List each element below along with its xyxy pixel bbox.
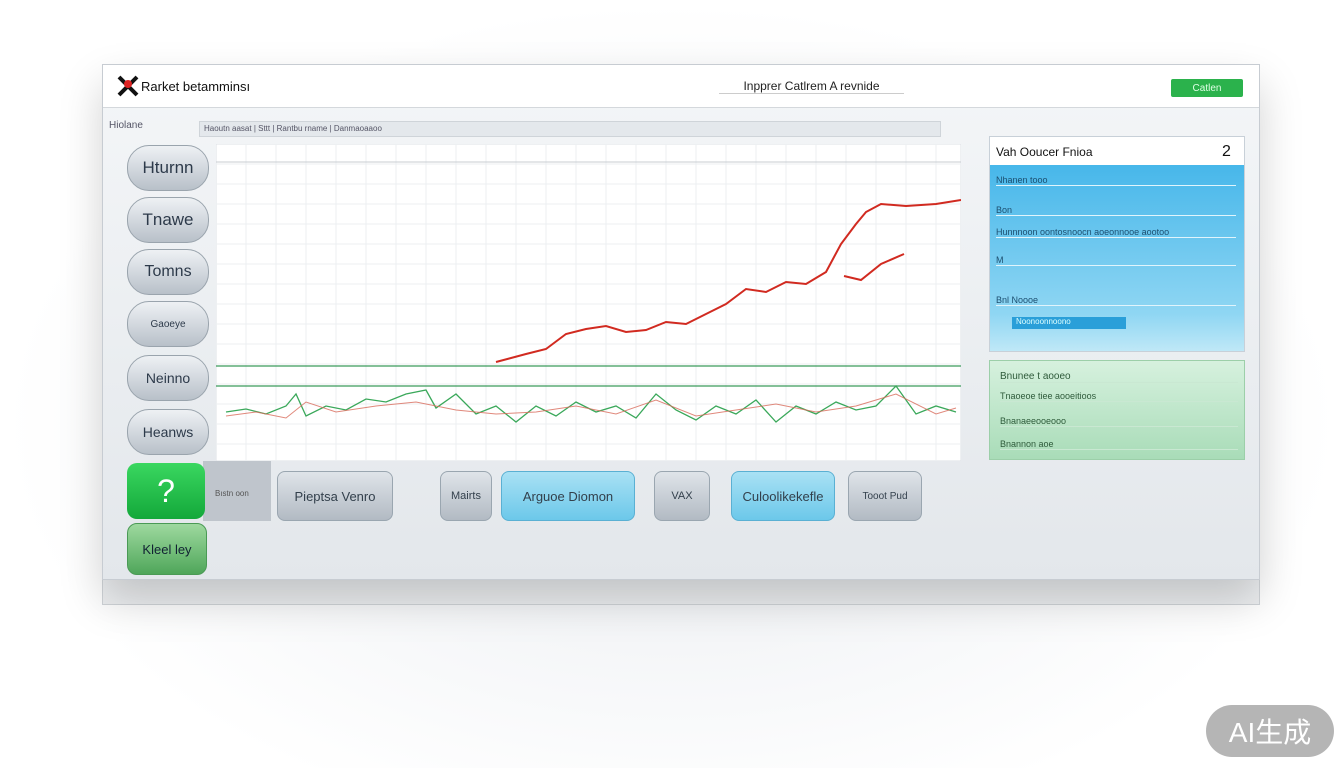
panel-title: Vah Ooucer Fnioa (996, 145, 1093, 159)
footer-button[interactable]: Kleel ley (127, 523, 207, 575)
panel-row: Noonoonnoono (1012, 317, 1126, 329)
sidebar-button[interactable]: Hturnn (127, 145, 209, 191)
bottom-button[interactable]: Tooot Pud (848, 471, 922, 521)
center-title: Inpprer Catlrem A revnide (719, 79, 904, 94)
sidebar-button[interactable]: Neinno (127, 355, 209, 401)
green-row: Bnanaeeooeooo (1000, 416, 1238, 427)
panel-row: M (996, 255, 1236, 266)
header: Rarket betamminsı Inpprer Catlrem A revn… (103, 65, 1259, 108)
bottom-button[interactable]: Pieptsa Venro (277, 471, 393, 521)
side-panel: Vah Ooucer Fnioa 2 Nhanen tooo Bon Hunnn… (989, 136, 1245, 352)
sidebar-button[interactable]: Tnawe (127, 197, 209, 243)
panel-row: Bon (996, 205, 1236, 216)
chart (216, 144, 961, 461)
sidebar-button[interactable]: Gaoeye (127, 301, 209, 347)
bottom-button[interactable]: Culoolikekefle (731, 471, 835, 521)
sidebar-button[interactable]: Heanws (127, 409, 209, 455)
help-caption: Bıstn oon (203, 461, 271, 521)
watermark: AI生成 (1206, 705, 1334, 757)
action-button[interactable]: Catlen (1171, 79, 1243, 97)
toolbar-label: Hiolane (109, 120, 143, 131)
panel-row: Bnl Noooe (996, 295, 1236, 306)
app-title: Rarket betamminsı (141, 79, 251, 94)
help-button[interactable]: ? (127, 463, 205, 519)
bottom-button[interactable]: Mairts (440, 471, 492, 521)
breadcrumb: Haoutn aasat | Sttt | Rantbu rname | Dan… (199, 121, 941, 137)
status-strip (102, 579, 1260, 605)
green-panel: Bnunee t aooeo Tnaoeoe tiee aooeitioos B… (989, 360, 1245, 460)
sidebar-button[interactable]: Tomns (127, 249, 209, 295)
panel-row: Hunnnoon oontosnoocn aoeonnooe aootoo (996, 227, 1236, 238)
panel-row: Nhanen tooo (996, 175, 1236, 186)
green-title: Bnunee t aooeo (1000, 371, 1238, 383)
green-row: Bnannon aoe (1000, 439, 1238, 450)
logo (117, 75, 139, 97)
app-window: Rarket betamminsı Inpprer Catlrem A revn… (102, 64, 1260, 580)
panel-badge: 2 (1222, 143, 1231, 160)
panel-body: Nhanen tooo Bon Hunnnoon oontosnoocn aoe… (990, 165, 1244, 351)
bottom-button[interactable]: Arguoe Diomon (501, 471, 635, 521)
green-row: Tnaoeoe tiee aooeitioos (1000, 391, 1238, 402)
bottom-button[interactable]: VAX (654, 471, 710, 521)
